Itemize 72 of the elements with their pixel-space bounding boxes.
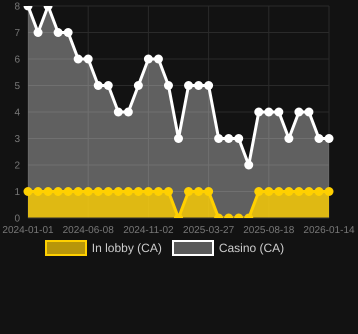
y-tick-label: 6 [14,54,20,66]
y-tick-label: 2 [14,160,20,172]
point [124,108,133,116]
point [84,187,93,196]
x-tick-label: 2026-01-14 [303,225,356,236]
point [44,187,53,196]
point [64,28,73,37]
point [204,187,214,196]
point [94,81,103,90]
point [294,108,304,116]
point [324,134,334,143]
y-tick-label: 1 [14,187,20,198]
point [224,134,234,143]
point [94,187,103,196]
x-tick-label: 2025-08-18 [243,225,295,236]
point [184,81,194,90]
point [134,81,143,90]
point [314,187,324,196]
x-tick-label: 2024-06-08 [62,225,114,236]
point [34,28,43,37]
point [54,28,63,37]
point [234,134,244,143]
point [144,54,153,64]
point [264,187,274,196]
point [104,187,113,196]
point [124,187,133,196]
point [214,134,224,143]
point [64,187,73,196]
point [154,54,163,64]
x-tick-label: 2024-11-02 [123,225,174,236]
point [274,108,284,116]
point [274,187,284,196]
legend-label: Casino (CA) [218,241,284,255]
point [264,108,274,116]
point [204,81,214,90]
point [144,187,153,196]
point [54,187,63,196]
point [114,187,123,196]
point [304,187,314,196]
y-tick-label: 8 [14,2,20,13]
y-tick-label: 5 [14,81,20,92]
point [24,187,32,196]
point [114,108,123,116]
point [254,187,264,196]
point [84,54,93,64]
point [34,187,43,196]
point [244,160,254,170]
legend-label: In lobby (CA) [92,241,162,255]
point [104,81,113,90]
point [134,187,143,196]
point [284,187,294,196]
y-tick-label: 3 [14,134,20,146]
y-tick-label: 0 [14,214,20,225]
point [304,108,314,116]
point [174,134,183,143]
y-tick-label: 7 [14,28,20,40]
point [164,81,173,90]
point [284,134,294,143]
point [154,187,163,196]
point [74,187,83,196]
point [194,81,204,90]
point [294,187,304,196]
point [194,187,204,196]
point [74,54,83,64]
point [324,187,334,196]
x-tick-label: 2025-03-27 [183,225,235,236]
x-tick-label: 2024-01-01 [2,225,54,236]
y-tick-label: 4 [14,108,20,119]
point [164,187,173,196]
point [254,108,264,116]
point [314,134,324,143]
point [184,187,194,196]
